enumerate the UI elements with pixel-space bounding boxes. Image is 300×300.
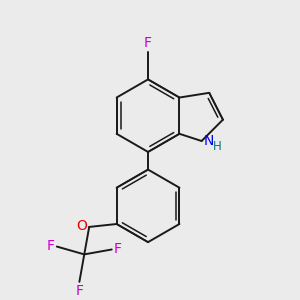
Text: H: H	[212, 140, 221, 153]
Text: F: F	[47, 238, 55, 253]
Text: N: N	[204, 134, 214, 148]
Text: O: O	[76, 219, 87, 233]
Text: F: F	[75, 284, 83, 298]
Text: F: F	[114, 242, 122, 256]
Text: F: F	[144, 36, 152, 50]
